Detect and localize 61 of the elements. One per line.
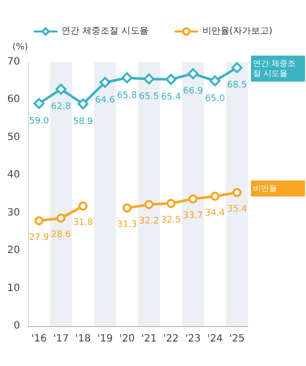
- x-tick-label: '22: [163, 334, 179, 344]
- y-tick-label: 0: [14, 320, 20, 332]
- x-tick-label: '19: [97, 334, 113, 344]
- data-label: 66.9: [182, 86, 204, 97]
- point: [56, 84, 66, 95]
- data-label: 33.7: [182, 210, 204, 221]
- data-label: 32.5: [160, 215, 182, 226]
- point: [56, 214, 66, 223]
- x-tick-label: '25: [229, 334, 245, 344]
- data-label: 28.6: [50, 230, 72, 240]
- point: [232, 62, 242, 74]
- point: [78, 202, 88, 211]
- point: [188, 194, 198, 204]
- data-label: 59.0: [28, 116, 50, 126]
- y-tick-label: 40: [7, 170, 20, 181]
- point: [232, 188, 242, 197]
- y-tick-label: 10: [7, 282, 20, 294]
- y-axis-title: (%): [12, 42, 28, 52]
- data-label: 68.5: [226, 80, 248, 91]
- data-label: 65.8: [116, 90, 138, 101]
- data-label: 27.9: [28, 232, 50, 243]
- data-label: 58.9: [72, 116, 94, 127]
- data-label: 32.2: [138, 216, 160, 227]
- point: [34, 216, 44, 226]
- x-tick-label: '20: [119, 334, 135, 344]
- data-label: 65.4: [160, 92, 182, 102]
- data-label: 35.4: [226, 204, 248, 214]
- point: [188, 68, 198, 80]
- x-tick-label: '16: [31, 334, 47, 344]
- data-label: 34.4: [204, 208, 226, 218]
- x-tick-label: '21: [141, 334, 157, 344]
- x-tick-label: '17: [53, 334, 69, 344]
- x-tick-label: '23: [185, 334, 201, 344]
- x-tick-label: '24: [207, 334, 223, 344]
- text: 비만율: [253, 184, 277, 193]
- point: [34, 98, 44, 109]
- point: [210, 192, 220, 201]
- y-tick-label: 20: [7, 245, 20, 256]
- legend-label: 비만율(자가보고): [202, 26, 272, 36]
- text: 연간 체중조절 시도율: [253, 59, 296, 78]
- point: [122, 203, 132, 212]
- data-label: 62.8: [50, 102, 72, 112]
- point: [210, 75, 220, 86]
- y-tick-label: 70: [7, 56, 20, 68]
- y-tick-label: 30: [7, 207, 20, 218]
- point: [144, 73, 154, 84]
- data-label: 31.8: [72, 218, 94, 228]
- point: [166, 198, 176, 208]
- point: [78, 98, 88, 110]
- point: [100, 76, 110, 88]
- y-tick-label: 50: [7, 132, 20, 143]
- data-label: 31.3: [116, 220, 138, 230]
- data-label: 65.0: [204, 94, 226, 104]
- data-label: 64.6: [94, 95, 116, 106]
- point: [144, 200, 154, 210]
- point: [166, 74, 176, 85]
- legend-label: 연간 체중조절 시도율: [62, 26, 148, 36]
- y-tick-label: 60: [7, 94, 20, 106]
- x-tick-label: '18: [75, 334, 91, 344]
- point: [122, 72, 132, 84]
- data-label: 65.5: [138, 92, 160, 102]
